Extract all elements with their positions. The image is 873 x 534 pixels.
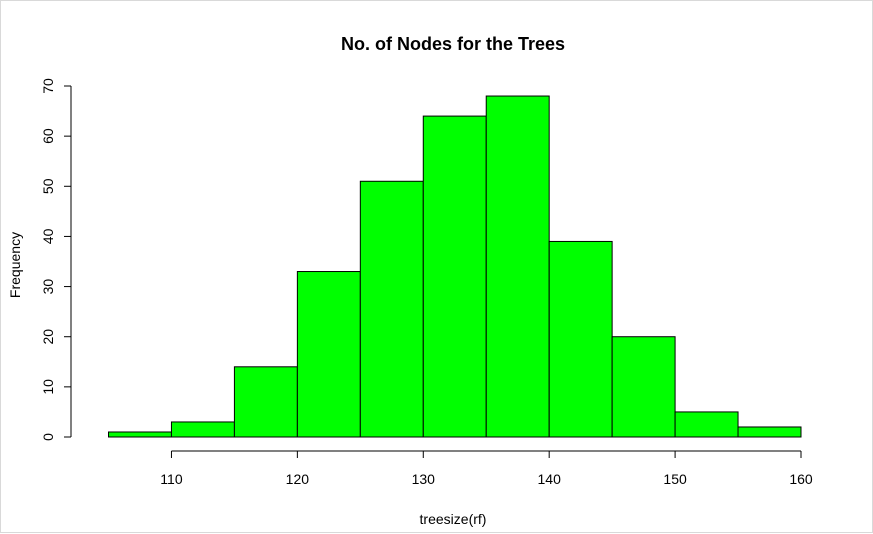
histogram-bar: [108, 431, 172, 438]
y-tick-label: 40: [40, 228, 56, 244]
chart-title: No. of Nodes for the Trees: [341, 34, 565, 54]
x-axis-label: treesize(rf): [420, 511, 487, 527]
histogram-bar: [674, 411, 739, 438]
histogram-bar: [233, 366, 298, 438]
y-tick-label: 50: [40, 178, 56, 194]
histogram-bar: [548, 240, 613, 438]
histogram-bar: [170, 421, 235, 438]
x-axis: 110 120 130 140 150 160: [160, 450, 813, 487]
x-tick-label: 140: [538, 471, 562, 487]
histogram-bar: [359, 180, 424, 438]
histogram-bar: [296, 271, 361, 438]
histogram-bar: [611, 336, 676, 438]
y-axis: 0 10 20 30 40 50 60 70: [40, 78, 72, 441]
bars-group: [108, 95, 802, 438]
y-tick-label: 70: [40, 78, 56, 94]
y-tick-label: 30: [40, 279, 56, 295]
histogram-bar: [485, 95, 550, 438]
x-tick-label: 160: [789, 471, 813, 487]
y-tick-label: 10: [40, 379, 56, 395]
histogram-bar: [422, 115, 487, 438]
x-tick-label: 150: [663, 471, 687, 487]
x-tick-label: 120: [286, 471, 310, 487]
x-tick-label: 110: [160, 471, 183, 487]
y-tick-label: 20: [40, 329, 56, 345]
x-tick-label: 130: [412, 471, 436, 487]
y-tick-label: 60: [40, 128, 56, 144]
y-tick-label: 0: [40, 433, 56, 441]
y-axis-label: Frequency: [7, 232, 23, 298]
histogram-bar: [737, 426, 802, 438]
